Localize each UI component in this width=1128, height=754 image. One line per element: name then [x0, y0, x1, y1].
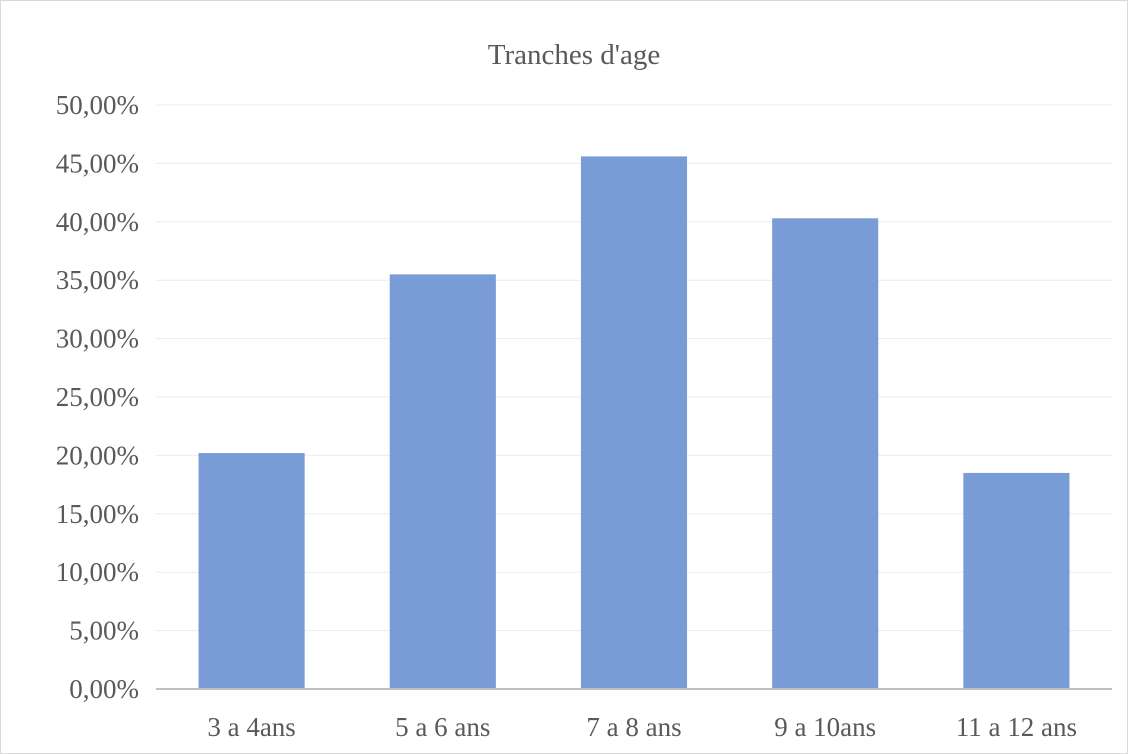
bars [198, 156, 1070, 690]
x-tick-label: 7 a 8 ans [586, 712, 681, 742]
y-tick-label: 20,00% [56, 440, 139, 470]
y-tick-label: 15,00% [56, 499, 139, 529]
y-tick-label: 30,00% [56, 324, 139, 354]
bar [580, 156, 688, 690]
y-tick-label: 5,00% [69, 616, 139, 646]
chart-title: Tranches d'age [488, 39, 660, 71]
y-tick-label: 45,00% [56, 148, 139, 178]
x-tick-label: 5 a 6 ans [395, 712, 490, 742]
y-tick-label: 0,00% [69, 674, 139, 704]
bar [389, 274, 496, 689]
x-axis-ticks: 3 a 4ans 5 a 6 ans 7 a 8 ans 9 a 10ans 11 a … [207, 712, 1077, 742]
bar [772, 218, 879, 689]
y-tick-label: 40,00% [56, 207, 139, 237]
bar [963, 472, 1070, 689]
y-tick-label: 10,00% [56, 557, 139, 587]
x-tick-label: 11 a 12 ans [956, 712, 1077, 742]
y-tick-label: 50,00% [56, 90, 139, 120]
x-tick-label: 9 a 10ans [774, 712, 876, 742]
y-tick-label: 35,00% [56, 265, 139, 295]
y-axis-ticks: 0,00% 5,00% 10,00% 15,00% 20,00% 25,00% 30,00%… [56, 90, 139, 704]
x-tick-label: 3 a 4ans [207, 712, 295, 742]
y-tick-label: 25,00% [56, 382, 139, 412]
bar [198, 453, 305, 689]
